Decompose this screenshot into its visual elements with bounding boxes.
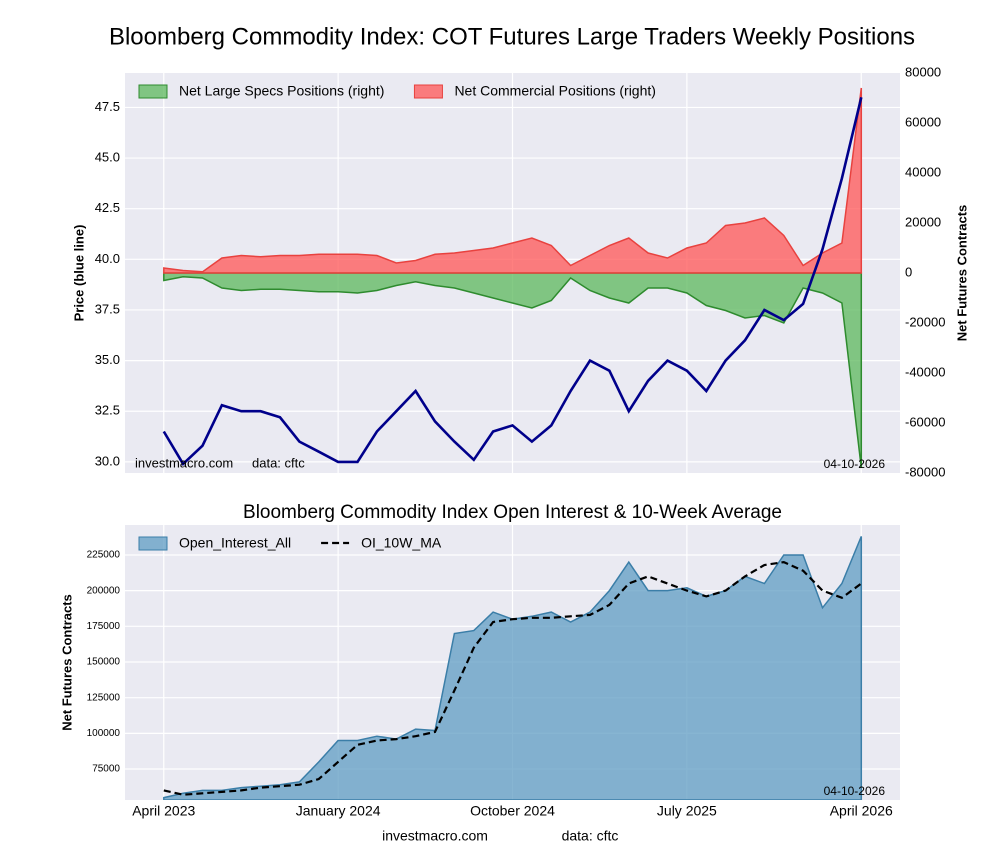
legend-swatch [138,536,168,551]
y-tick-label: 75000 [92,764,120,775]
source-data-label: data: cftc [252,455,305,470]
series-group [162,87,863,469]
source-label: investmacro.com [135,455,233,470]
legend-swatch [413,84,443,99]
legend-label: Open_Interest_All [179,535,291,551]
y-tick-label: 32.5 [95,403,120,418]
y-tick-label: 40.0 [95,251,120,266]
y-tick-label: 100000 [87,728,121,739]
y2-tick-label: 20000 [905,214,941,229]
line [162,96,863,466]
y-tick-label: 150000 [87,657,121,668]
y-tick-label: 37.5 [95,301,120,316]
y-axis-label: Net Futures Contracts [59,594,74,731]
y-tick-label: 200000 [87,585,121,596]
y-tick-label: 35.0 [95,352,120,367]
legend-label: Net Large Specs Positions (right) [179,83,384,99]
y2-tick-label: -40000 [905,364,945,379]
y-tick-label: 125000 [87,692,121,703]
date-label: 04-10-2026 [824,457,886,471]
y-axis-label: Price (blue line) [71,225,86,322]
area [163,272,863,469]
y2-axis-label: Net Futures Contracts [954,205,969,342]
y2-tick-label: -80000 [905,464,945,479]
area [163,536,863,800]
chart-title: Bloomberg Commodity Index Open Interest … [243,502,782,523]
y-tick-label: 175000 [87,621,121,632]
x-tick-label: October 2024 [470,803,555,819]
y2-tick-label: -20000 [905,314,945,329]
y2-tick-label: 0 [905,264,912,279]
line [163,560,862,796]
date-label: 04-10-2026 [824,784,886,798]
x-tick-label: April 2023 [132,803,195,819]
figure-title: Bloomberg Commodity Index: COT Futures L… [109,23,915,50]
x-tick-label: April 2026 [830,803,893,819]
x-tick-label: January 2024 [296,803,381,819]
y-tick-label: 42.5 [95,200,120,215]
series-group [163,536,863,800]
y2-tick-label: 40000 [905,164,941,179]
footer-source: investmacro.com [382,828,488,844]
legend-label: OI_10W_MA [361,535,442,551]
legend-swatch [138,84,168,99]
y-tick-label: 225000 [87,550,121,561]
y-tick-label: 30.0 [95,453,120,468]
area [163,87,863,274]
x-tick-label: July 2025 [657,803,717,819]
y2-tick-label: -60000 [905,414,945,429]
y2-tick-label: 60000 [905,114,941,129]
y-tick-label: 47.5 [95,99,120,114]
y2-tick-label: 80000 [905,64,941,79]
y-tick-label: 45.0 [95,150,120,165]
footer-data: data: cftc [562,828,619,844]
legend-label: Net Commercial Positions (right) [454,83,656,99]
